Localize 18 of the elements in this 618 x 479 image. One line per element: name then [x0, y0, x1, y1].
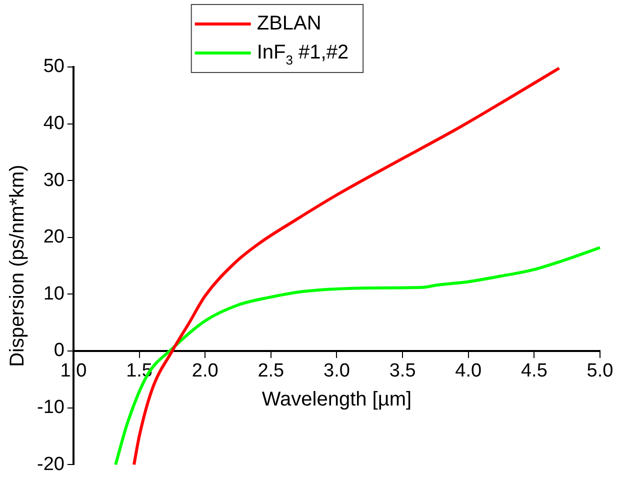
- y-tick-label: -20: [36, 454, 64, 475]
- x-tick-label: 4.0: [455, 360, 482, 382]
- y-tick-label: -10: [36, 397, 64, 418]
- x-tick-label: 4.5: [520, 360, 548, 382]
- x-axis-title: Wavelength [µm]: [262, 388, 412, 410]
- x-tick-label: 5.0: [586, 360, 614, 382]
- y-axis-title: Dispersion (ps/nm*km): [6, 164, 29, 367]
- y-tick-label: 0: [54, 340, 64, 362]
- legend-label: ZBLAN: [256, 12, 322, 35]
- y-tick-label: 30: [43, 170, 64, 191]
- y-tick-label: 10: [43, 283, 64, 304]
- x-tick-label: 2.5: [258, 360, 284, 382]
- x-tick-label: 2.0: [192, 360, 218, 382]
- x-tick-label: 3.0: [324, 360, 350, 382]
- y-tick-label: 40: [43, 113, 64, 134]
- y-tick-label: 50: [43, 56, 64, 78]
- y-tick-label: 20: [43, 226, 64, 248]
- x-tick-label: 3.5: [389, 360, 416, 382]
